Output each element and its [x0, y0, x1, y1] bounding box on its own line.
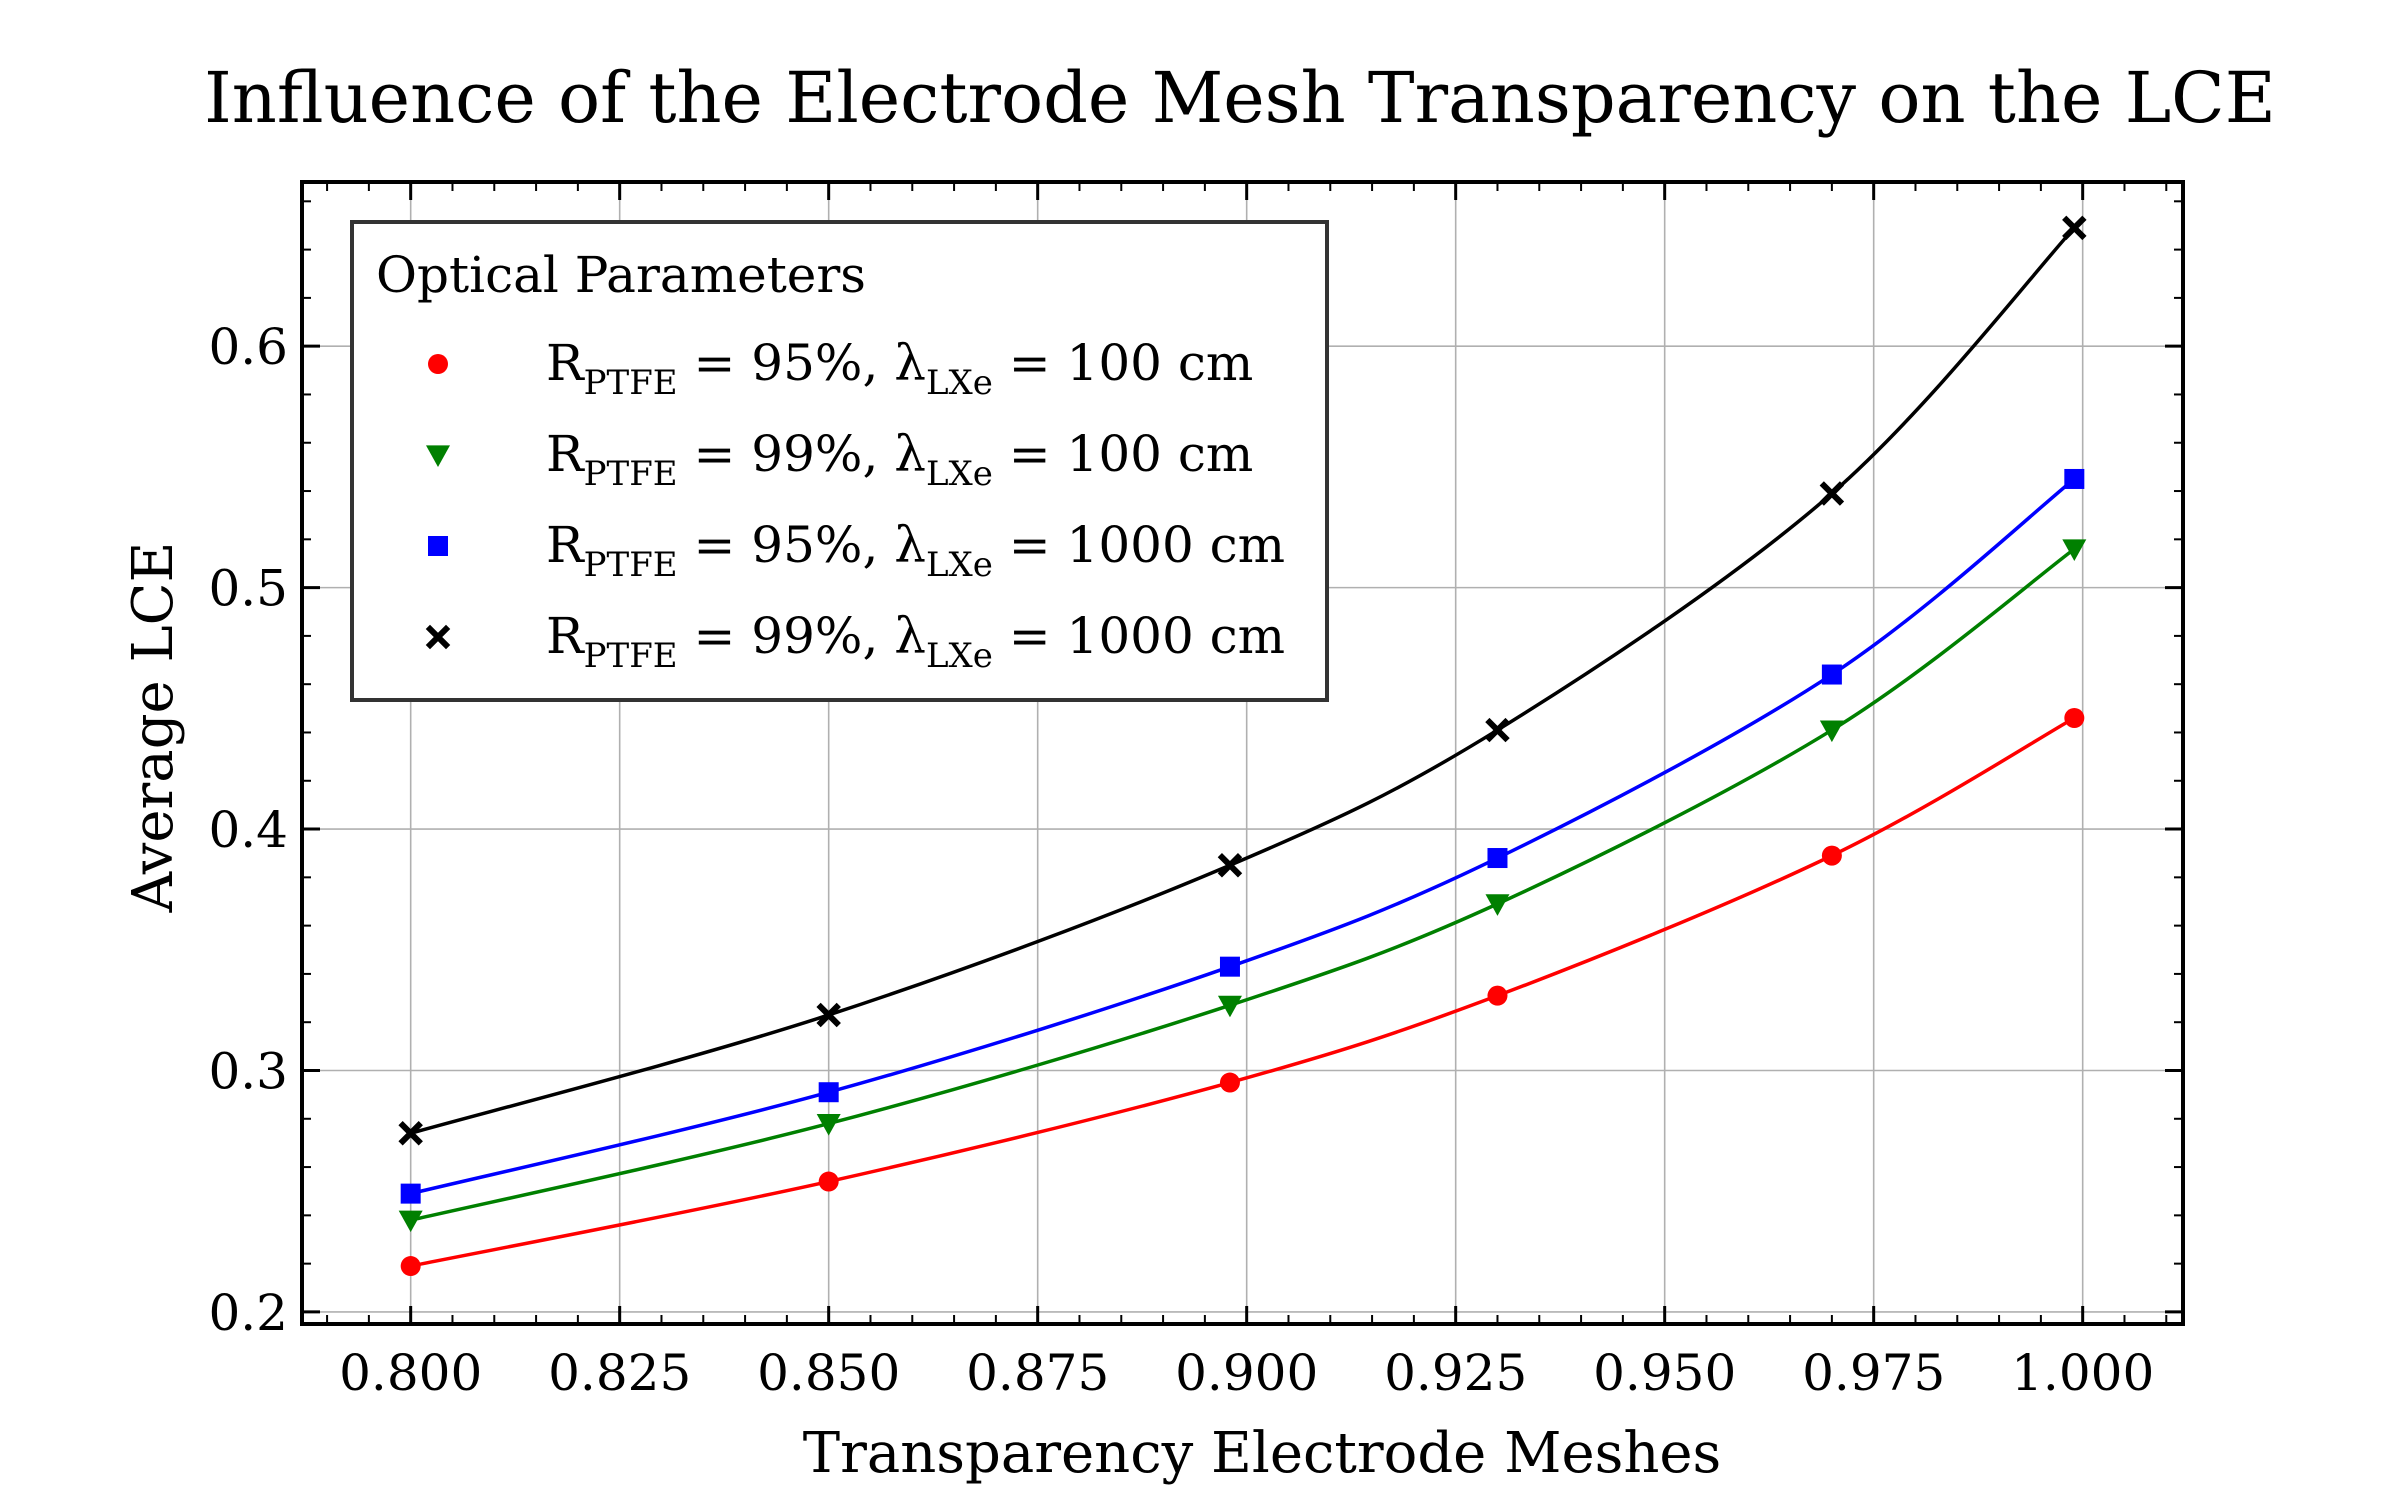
data-point-series-3: [1220, 957, 1240, 977]
y-axis-label: Average LCE: [121, 542, 186, 914]
legend-marker-3: [428, 536, 448, 556]
x-tick-label: 0.825: [548, 1344, 691, 1402]
x-tick-label: 1.000: [2011, 1344, 2154, 1402]
data-point-series-2: [399, 1211, 423, 1233]
legend-marker-1: [428, 354, 448, 374]
y-tick-label: 0.4: [208, 801, 288, 859]
data-point-series-3: [401, 1184, 421, 1204]
x-tick-label: 0.875: [966, 1344, 1109, 1402]
x-tick-label: 0.975: [1802, 1344, 1945, 1402]
x-axis-label: Transparency Electrode Meshes: [803, 1421, 1722, 1486]
chart-title: Influence of the Electrode Mesh Transpar…: [204, 57, 2276, 139]
x-tick-label: 0.900: [1175, 1344, 1318, 1402]
data-point-series-3: [1487, 848, 1507, 868]
data-point-series-1: [2064, 708, 2084, 728]
x-tick-label: 0.925: [1384, 1344, 1527, 1402]
x-tick-label: 0.850: [757, 1344, 900, 1402]
data-point-series-2: [1485, 894, 1509, 916]
data-point-series-4: [1222, 857, 1238, 873]
x-tick-label: 0.800: [339, 1344, 482, 1402]
y-tick-label: 0.5: [208, 560, 288, 618]
data-point-series-1: [1822, 846, 1842, 866]
data-point-series-4: [1824, 485, 1840, 501]
x-tick-label: 0.950: [1593, 1344, 1736, 1402]
data-point-series-4: [1489, 722, 1505, 738]
series-line-1: [411, 718, 2075, 1266]
data-point-series-3: [819, 1082, 839, 1102]
data-point-series-3: [1822, 665, 1842, 685]
data-point-series-1: [819, 1172, 839, 1192]
data-point-series-4: [2066, 220, 2082, 236]
data-point-series-3: [2064, 469, 2084, 489]
legend-title: Optical Parameters: [376, 246, 866, 304]
data-point-series-1: [1220, 1073, 1240, 1093]
data-point-series-1: [401, 1256, 421, 1276]
data-point-series-2: [1820, 720, 1844, 742]
data-point-series-1: [1487, 986, 1507, 1006]
y-tick-label: 0.6: [208, 318, 288, 376]
y-tick-label: 0.3: [208, 1042, 288, 1100]
y-tick-label: 0.2: [208, 1284, 288, 1342]
